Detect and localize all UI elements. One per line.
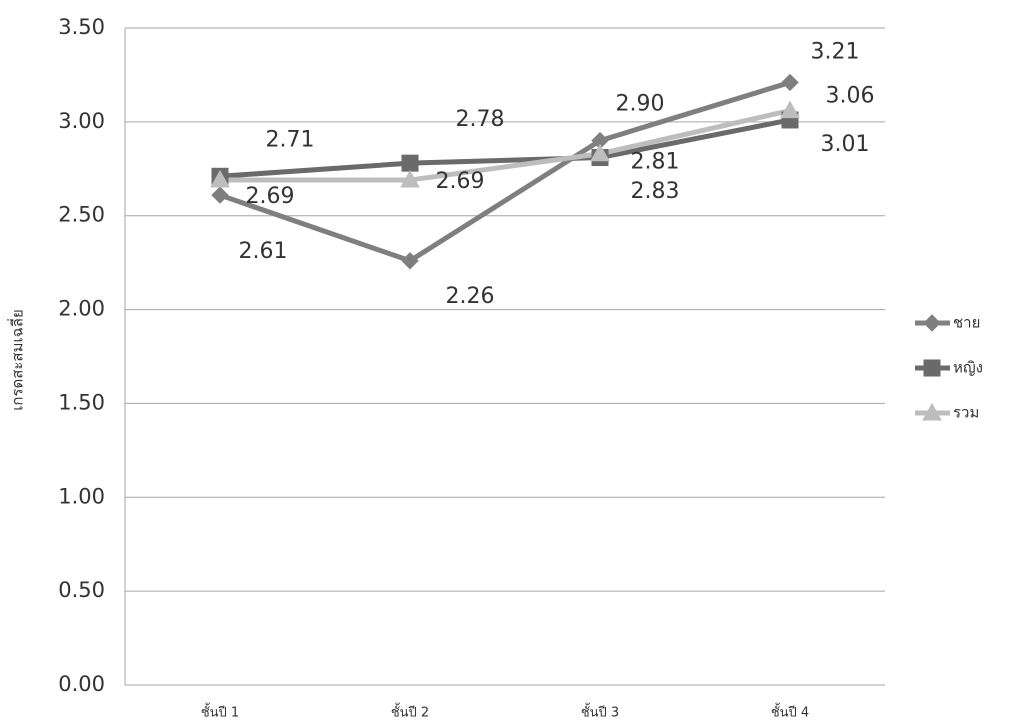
data-point xyxy=(590,143,610,162)
x-tick-label: ชั้นปี 3 xyxy=(581,703,619,721)
y-axis-label: เกรดสะสมเฉลี่ย xyxy=(7,309,27,411)
data-label: 2.83 xyxy=(631,179,680,204)
y-tick-label: 0.00 xyxy=(58,672,105,696)
legend-label: รวม xyxy=(953,404,979,422)
data-label: 2.81 xyxy=(631,150,680,175)
legend-marker xyxy=(923,314,941,332)
y-tick-label: 1.50 xyxy=(58,390,105,414)
data-point xyxy=(780,100,800,119)
data-label: 2.26 xyxy=(446,284,495,309)
data-point xyxy=(210,170,230,188)
legend-marker xyxy=(922,402,942,421)
data-label: 2.61 xyxy=(239,239,288,264)
legend-label: หญิง xyxy=(953,359,983,377)
data-label: 3.01 xyxy=(821,132,870,157)
x-tick-label: ชั้นปี 4 xyxy=(771,703,809,721)
data-point xyxy=(401,252,419,270)
y-tick-label: 1.00 xyxy=(58,484,105,508)
data-point xyxy=(781,73,799,92)
y-tick-label: 3.50 xyxy=(58,15,105,39)
y-tick-label: 0.50 xyxy=(58,578,105,602)
x-tick-label: ชั้นปี 1 xyxy=(201,703,239,721)
legend-label: ชาย xyxy=(953,314,980,332)
data-label: 2.69 xyxy=(436,169,485,194)
legend-marker xyxy=(923,359,941,377)
series-line xyxy=(219,117,791,179)
data-point xyxy=(211,186,229,204)
data-label: 2.69 xyxy=(246,184,295,209)
data-label: 3.21 xyxy=(811,39,860,64)
y-tick-label: 2.50 xyxy=(58,203,105,227)
data-label: 3.06 xyxy=(826,84,875,109)
data-point xyxy=(401,154,419,172)
series-line xyxy=(219,80,791,264)
data-label: 2.71 xyxy=(266,127,315,152)
y-tick-label: 2.00 xyxy=(58,297,105,321)
x-tick-label: ชั้นปี 2 xyxy=(391,703,429,721)
y-tick-label: 3.00 xyxy=(58,109,105,133)
series-line xyxy=(220,108,791,183)
data-label: 2.78 xyxy=(456,107,505,132)
data-label: 2.90 xyxy=(616,92,665,117)
data-point xyxy=(400,170,420,188)
